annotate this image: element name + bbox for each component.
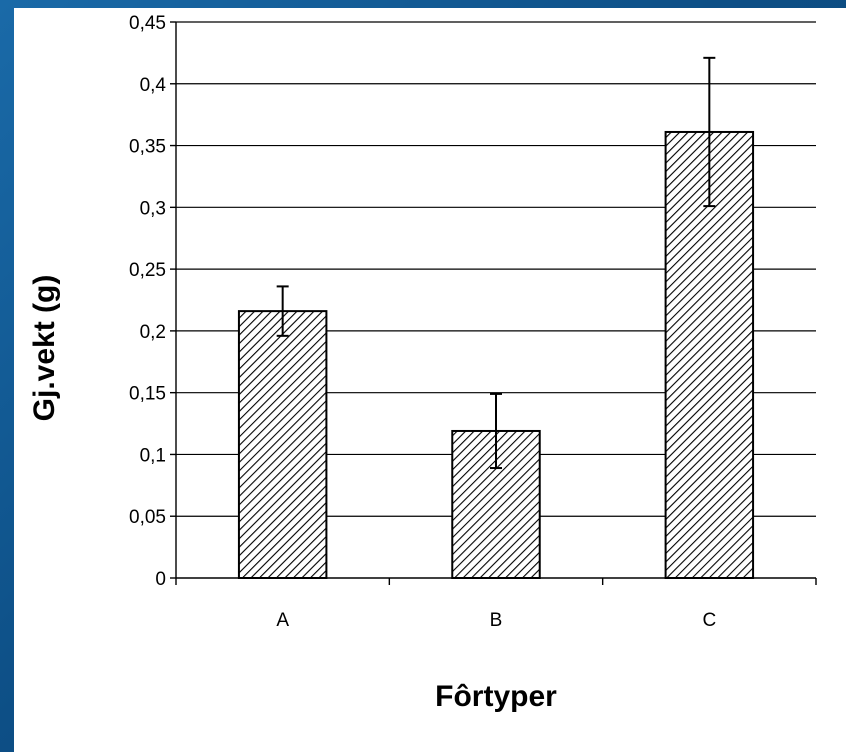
y-tick-label: 0,45 [129, 13, 166, 34]
y-tick-label: 0,35 [129, 137, 166, 158]
y-tick-label: 0,15 [129, 384, 166, 405]
x-tick-label-a: A [276, 610, 289, 631]
tick-labels: 0 0,05 0,1 0,15 0,2 0,25 0,3 0,35 0,4 0,45 A B C [129, 13, 716, 631]
x-tick-label-c: C [702, 610, 716, 631]
axes [170, 21, 817, 585]
y-tick-label: 0,05 [129, 507, 166, 528]
x-axis-title: Fôrtyper [435, 680, 557, 713]
bar-chart: 0 0,05 0,1 0,15 0,2 0,25 0,3 0,35 0,4 0,45 A B C Gj.… [28, 13, 817, 713]
y-tick-label: 0,3 [140, 198, 166, 219]
y-tick-label: 0,25 [129, 260, 166, 281]
error-bars [276, 56, 716, 470]
x-tick-label-b: B [490, 610, 503, 631]
bars [237, 130, 755, 580]
chart-panel: 0 0,05 0,1 0,15 0,2 0,25 0,3 0,35 0,4 0,45 A B C Gj.… [14, 8, 846, 752]
y-tick-label: 0,2 [140, 322, 166, 343]
y-axis-title: Gj.vekt (g) [28, 275, 61, 422]
y-tick-label: 0,1 [140, 445, 166, 466]
y-tick-label: 0,4 [140, 75, 167, 96]
y-tick-label: 0 [155, 569, 166, 590]
bar-a [237, 310, 328, 579]
